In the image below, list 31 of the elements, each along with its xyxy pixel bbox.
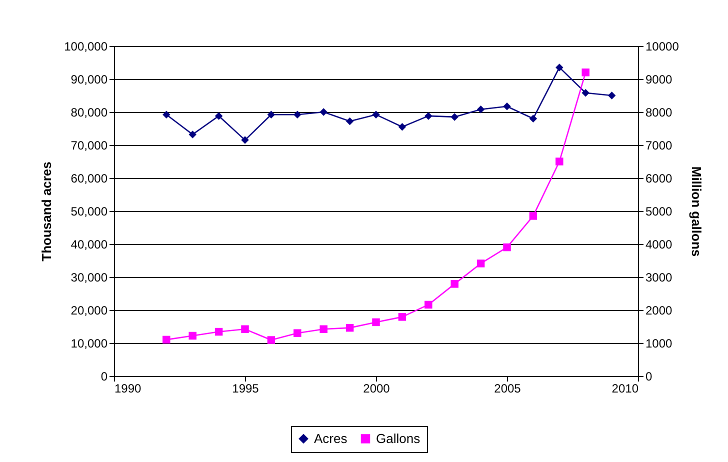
y2-tick-label: 1000 [646, 336, 673, 350]
y-tick-label: 70,000 [70, 138, 108, 152]
y2-tick-label: 3000 [646, 270, 673, 284]
x-tick-label: 1990 [114, 382, 142, 396]
y2-tick-label: 4000 [646, 238, 673, 252]
legend-label: Gallons [376, 430, 421, 446]
y-tick-label: 0 [100, 370, 108, 384]
y-tick-label: 60,000 [70, 172, 108, 186]
y-tick-label: 80,000 [70, 106, 108, 120]
y2-tick-label: 10000 [646, 40, 680, 54]
x-tick-label: 2005 [494, 382, 522, 396]
y2-axis-title: Million gallons [688, 166, 704, 257]
y-tick-label: 90,000 [70, 72, 108, 86]
y2-tick-label: 6000 [646, 172, 673, 186]
y-tick-label: 100,000 [64, 40, 108, 54]
y-tick-label: 50,000 [70, 204, 108, 218]
y2-tick-label: 8000 [646, 106, 673, 120]
y2-tick-label: 9000 [646, 72, 673, 86]
y-tick-label: 40,000 [70, 238, 108, 252]
y2-tick-label: 5000 [646, 204, 673, 218]
y-axis-title: Thousand acres [39, 162, 54, 262]
x-tick-label: 1995 [232, 382, 260, 396]
y-tick-label: 10,000 [70, 336, 108, 350]
y2-tick-label: 2000 [646, 304, 673, 318]
y-tick-label: 30,000 [70, 270, 108, 284]
y2-tick-label: 0 [646, 370, 652, 384]
legend-label: Acres [314, 430, 348, 446]
y-tick-label: 20,000 [70, 304, 108, 318]
x-tick-label: 2000 [363, 382, 390, 396]
x-tick-label: 2010 [612, 382, 639, 396]
y2-tick-label: 7000 [646, 138, 673, 152]
